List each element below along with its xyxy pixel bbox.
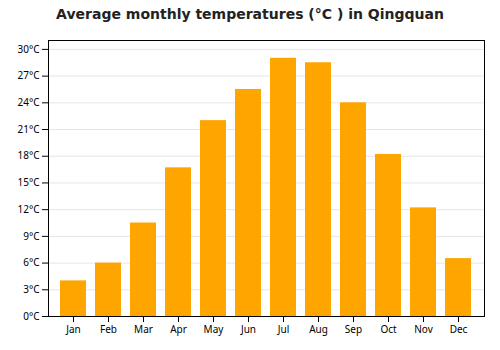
- svg-text:Feb: Feb: [100, 322, 117, 336]
- svg-text:Jun: Jun: [240, 322, 256, 336]
- svg-text:12°C: 12°C: [17, 202, 40, 216]
- svg-text:3°C: 3°C: [23, 282, 40, 296]
- html-text:Average monthly temperatures (: Average monthly temperatures (°C ) in Qi…: [56, 6, 444, 22]
- svg-text:Oct: Oct: [380, 322, 397, 336]
- svg-text:Sep: Sep: [345, 322, 362, 336]
- svg-text:9°C: 9°C: [23, 229, 40, 243]
- svg-text:27°C: 27°C: [17, 68, 40, 82]
- svg-text:15°C: 15°C: [17, 175, 40, 189]
- svg-text:0°C: 0°C: [23, 309, 40, 323]
- svg-text:30°C: 30°C: [17, 42, 40, 56]
- svg-text:Aug: Aug: [309, 322, 328, 336]
- svg-text:May: May: [204, 322, 225, 336]
- svg-text:Jul: Jul: [277, 322, 290, 336]
- svg-text:6°C: 6°C: [23, 255, 40, 269]
- svg-text:21°C: 21°C: [17, 122, 40, 136]
- svg-text:Mar: Mar: [134, 322, 153, 336]
- svg-text:Nov: Nov: [414, 322, 433, 336]
- svg-text:Jan: Jan: [65, 322, 81, 336]
- svg-text:Dec: Dec: [450, 322, 468, 336]
- svg-text:Apr: Apr: [170, 322, 187, 336]
- svg-text:18°C: 18°C: [17, 148, 40, 162]
- svg-text:24°C: 24°C: [17, 95, 40, 109]
